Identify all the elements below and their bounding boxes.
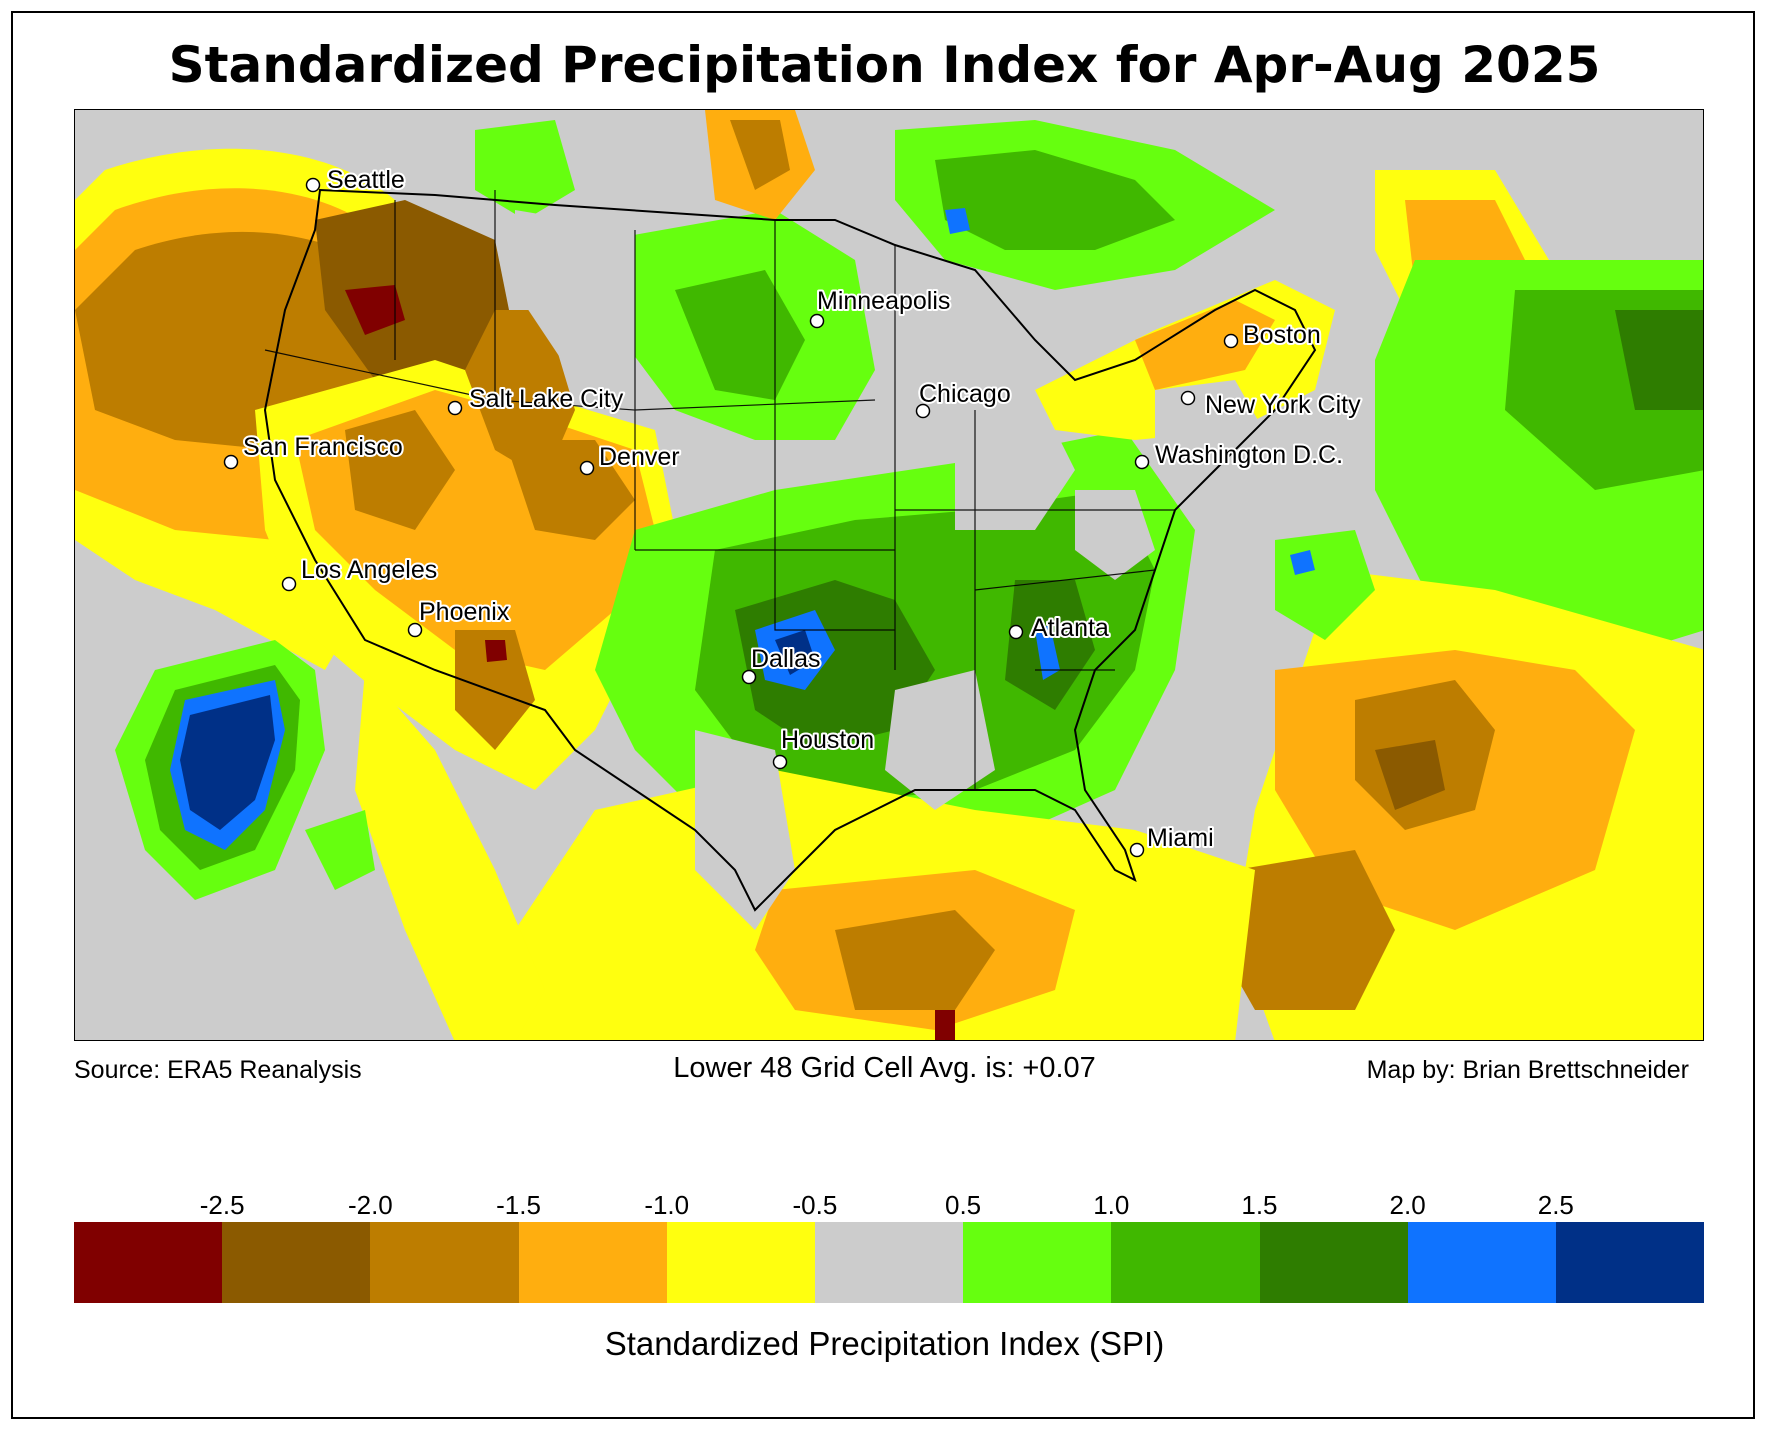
svg-text:Phoenix: Phoenix	[419, 598, 510, 626]
legend-tick-label: 0.5	[945, 1190, 982, 1220]
svg-text:Boston: Boston	[1243, 321, 1321, 349]
city-houston: Houston	[772, 724, 876, 770]
legend-tick-label: -1.0	[644, 1190, 690, 1220]
legend-tick-label: -2.5	[199, 1190, 245, 1220]
city-los-angeles: Los Angeles	[281, 554, 439, 592]
svg-text:San Francisco: San Francisco	[243, 433, 403, 461]
legend-tick-label: -2.0	[347, 1190, 393, 1220]
city-boston: Boston	[1223, 319, 1323, 351]
region-upper-midwest	[475, 120, 875, 440]
svg-text:Denver: Denver	[599, 443, 680, 471]
color-legend: -2.5 -2.0 -1.5 -1.0 -0.5 0.5 1.0 1.5 2.0 2.5	[74, 1190, 1705, 1320]
svg-text:Dallas: Dallas	[751, 645, 820, 673]
region-northeast	[1035, 170, 1703, 670]
region-mexico-west	[305, 670, 545, 1040]
svg-text:Salt Lake City: Salt Lake City	[469, 385, 624, 413]
legend-swatch	[814, 1222, 964, 1303]
legend-tick-label: 2.5	[1537, 1190, 1574, 1220]
svg-text:New York City: New York City	[1205, 391, 1361, 419]
legend-swatches	[74, 1222, 1705, 1303]
city-new-york-city: New York City	[1180, 389, 1363, 421]
spi-map: Seattle San Francisco Los Angeles Phoeni…	[74, 109, 1704, 1041]
region-gulf-dry	[495, 770, 1255, 1040]
average-note: Lower 48 Grid Cell Avg. is: +0.07	[673, 1052, 1096, 1084]
city-dallas: Dallas	[741, 643, 822, 685]
legend-swatch	[370, 1222, 519, 1303]
region-atlantic-dry	[1215, 530, 1703, 1040]
city-markers: Seattle San Francisco Los Angeles Phoeni…	[223, 164, 1363, 858]
svg-text:Los Angeles: Los Angeles	[301, 556, 437, 584]
region-near-normal	[515, 210, 1275, 930]
legend-tick-label: -0.5	[792, 1190, 838, 1220]
svg-text:Houston: Houston	[781, 726, 874, 754]
legend-swatch	[1407, 1222, 1556, 1303]
legend-swatch	[666, 1222, 815, 1303]
legend-swatch	[518, 1222, 667, 1303]
city-minneapolis: Minneapolis	[809, 285, 952, 329]
credit-note: Map by: Brian Brettschneider	[1366, 1056, 1689, 1084]
legend-swatch	[1259, 1222, 1408, 1303]
city-phoenix: Phoenix	[407, 596, 512, 638]
legend-swatch	[222, 1222, 371, 1303]
city-seattle: Seattle	[305, 164, 407, 196]
city-chicago: Chicago	[915, 378, 1013, 419]
city-denver: Denver	[579, 441, 682, 476]
city-miami: Miami	[1129, 822, 1216, 858]
legend-swatch	[74, 1222, 223, 1303]
city-salt-lake-city: Salt Lake City	[447, 383, 626, 416]
state-boundaries	[264, 190, 1175, 790]
svg-text:Seattle: Seattle	[327, 166, 405, 194]
legend-tick-label: 2.0	[1389, 1190, 1426, 1220]
city-atlanta: Atlanta	[1008, 612, 1111, 644]
legend-swatch	[963, 1222, 1112, 1303]
region-pacific-wet	[115, 640, 325, 900]
svg-text:Washington D.C.: Washington D.C.	[1155, 441, 1343, 469]
legend-tick-label: 1.5	[1241, 1190, 1278, 1220]
svg-text:Miami: Miami	[1147, 824, 1214, 852]
svg-text:Atlanta: Atlanta	[1031, 614, 1109, 642]
region-canada	[705, 110, 1275, 290]
legend-title: Standardized Precipitation Index (SPI)	[604, 1325, 1165, 1362]
map-title: Standardized Precipitation Index for Apr…	[168, 36, 1601, 94]
legend-swatch	[1555, 1222, 1705, 1303]
legend-tick-label: -1.5	[496, 1190, 541, 1220]
us-outline	[263, 188, 1317, 912]
svg-text:Minneapolis: Minneapolis	[817, 287, 950, 315]
city-washington-dc: Washington D.C.	[1134, 439, 1345, 471]
region-great-basin	[255, 310, 675, 790]
city-san-francisco: San Francisco	[223, 431, 405, 470]
source-note: Source: ERA5 Reanalysis	[74, 1056, 362, 1084]
legend-swatch	[1111, 1222, 1260, 1303]
svg-text:Chicago: Chicago	[919, 380, 1011, 408]
legend-tick-label: 1.0	[1093, 1190, 1130, 1220]
